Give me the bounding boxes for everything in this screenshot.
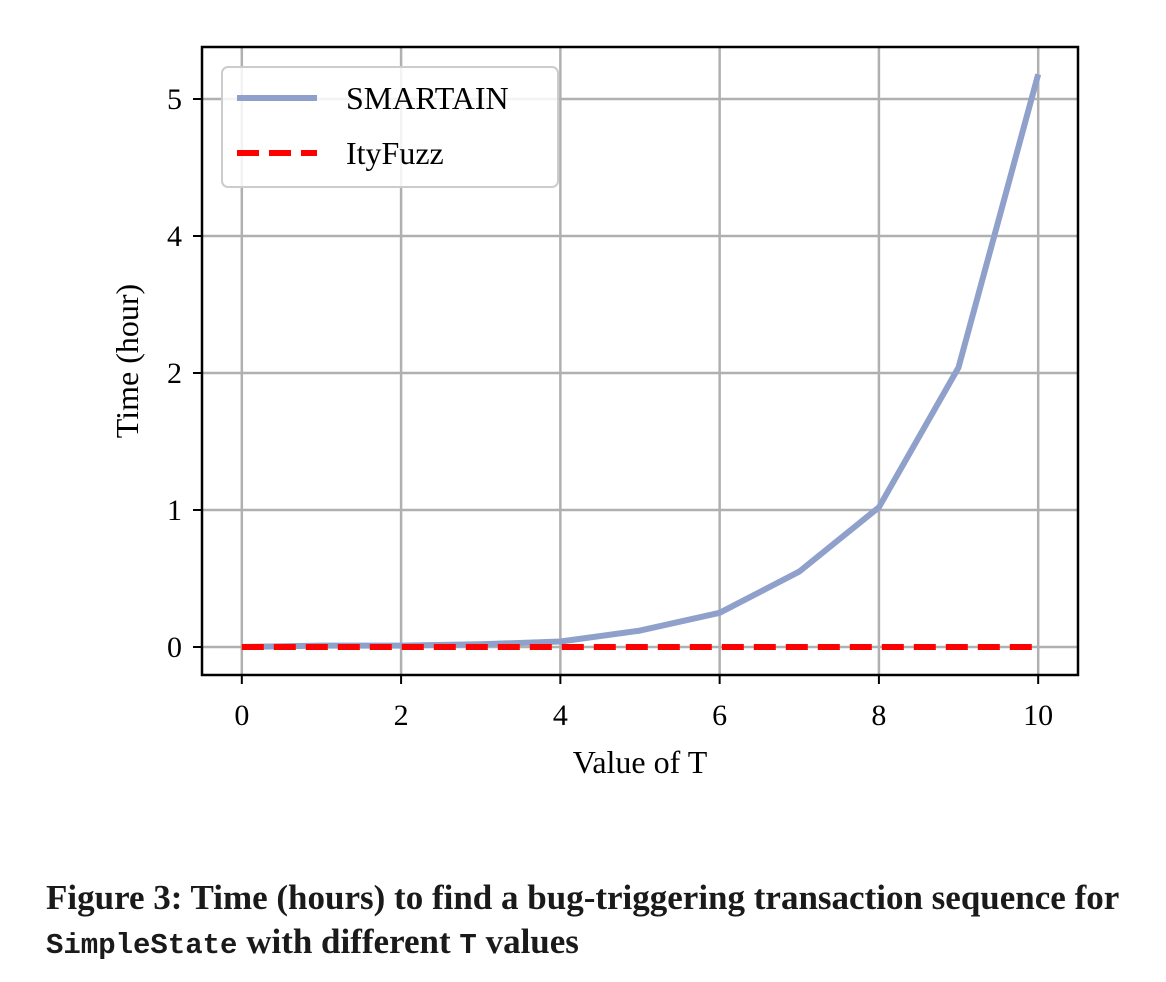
caption-text-2: with different (237, 922, 460, 961)
legend: SMARTAIN ItyFuzz (221, 66, 559, 188)
y-axis-label: Time (hour) (109, 284, 145, 438)
caption-text-1: Figure 3: Time (hours) to find a bug-tri… (46, 878, 1119, 917)
legend-label-smartain: SMARTAIN (346, 80, 509, 116)
series-layer (241, 73, 1042, 650)
y-tick-label: 5 (167, 83, 182, 116)
y-tick-label: 4 (167, 220, 182, 253)
plot-frame (200, 45, 1080, 677)
caption-code-t: T (459, 929, 477, 962)
ticks: 0 2 4 6 8 10 0 1 2 4 5 (167, 83, 1053, 732)
x-tick-label: 10 (1023, 699, 1053, 732)
legend-label-ityfuzz: ItyFuzz (346, 135, 444, 171)
x-tick-label: 0 (234, 699, 249, 732)
y-tick-label: 2 (167, 357, 182, 390)
caption-text-3: values (476, 922, 579, 961)
y-tick-label: 0 (167, 631, 182, 664)
chart: 0 2 4 6 8 10 0 1 2 4 5 Value of T Time (hour) SMAR… (109, 45, 1080, 780)
x-tick-label: 8 (871, 699, 886, 732)
x-tick-label: 4 (553, 699, 568, 732)
x-tick-label: 6 (712, 699, 727, 732)
x-axis-label: Value of T (573, 744, 708, 780)
caption-code-simplestate: SimpleState (46, 929, 238, 962)
figure-caption: Figure 3: Time (hours) to find a bug-tri… (46, 876, 1156, 968)
y-tick-label: 1 (167, 494, 182, 527)
x-tick-label: 2 (394, 699, 409, 732)
